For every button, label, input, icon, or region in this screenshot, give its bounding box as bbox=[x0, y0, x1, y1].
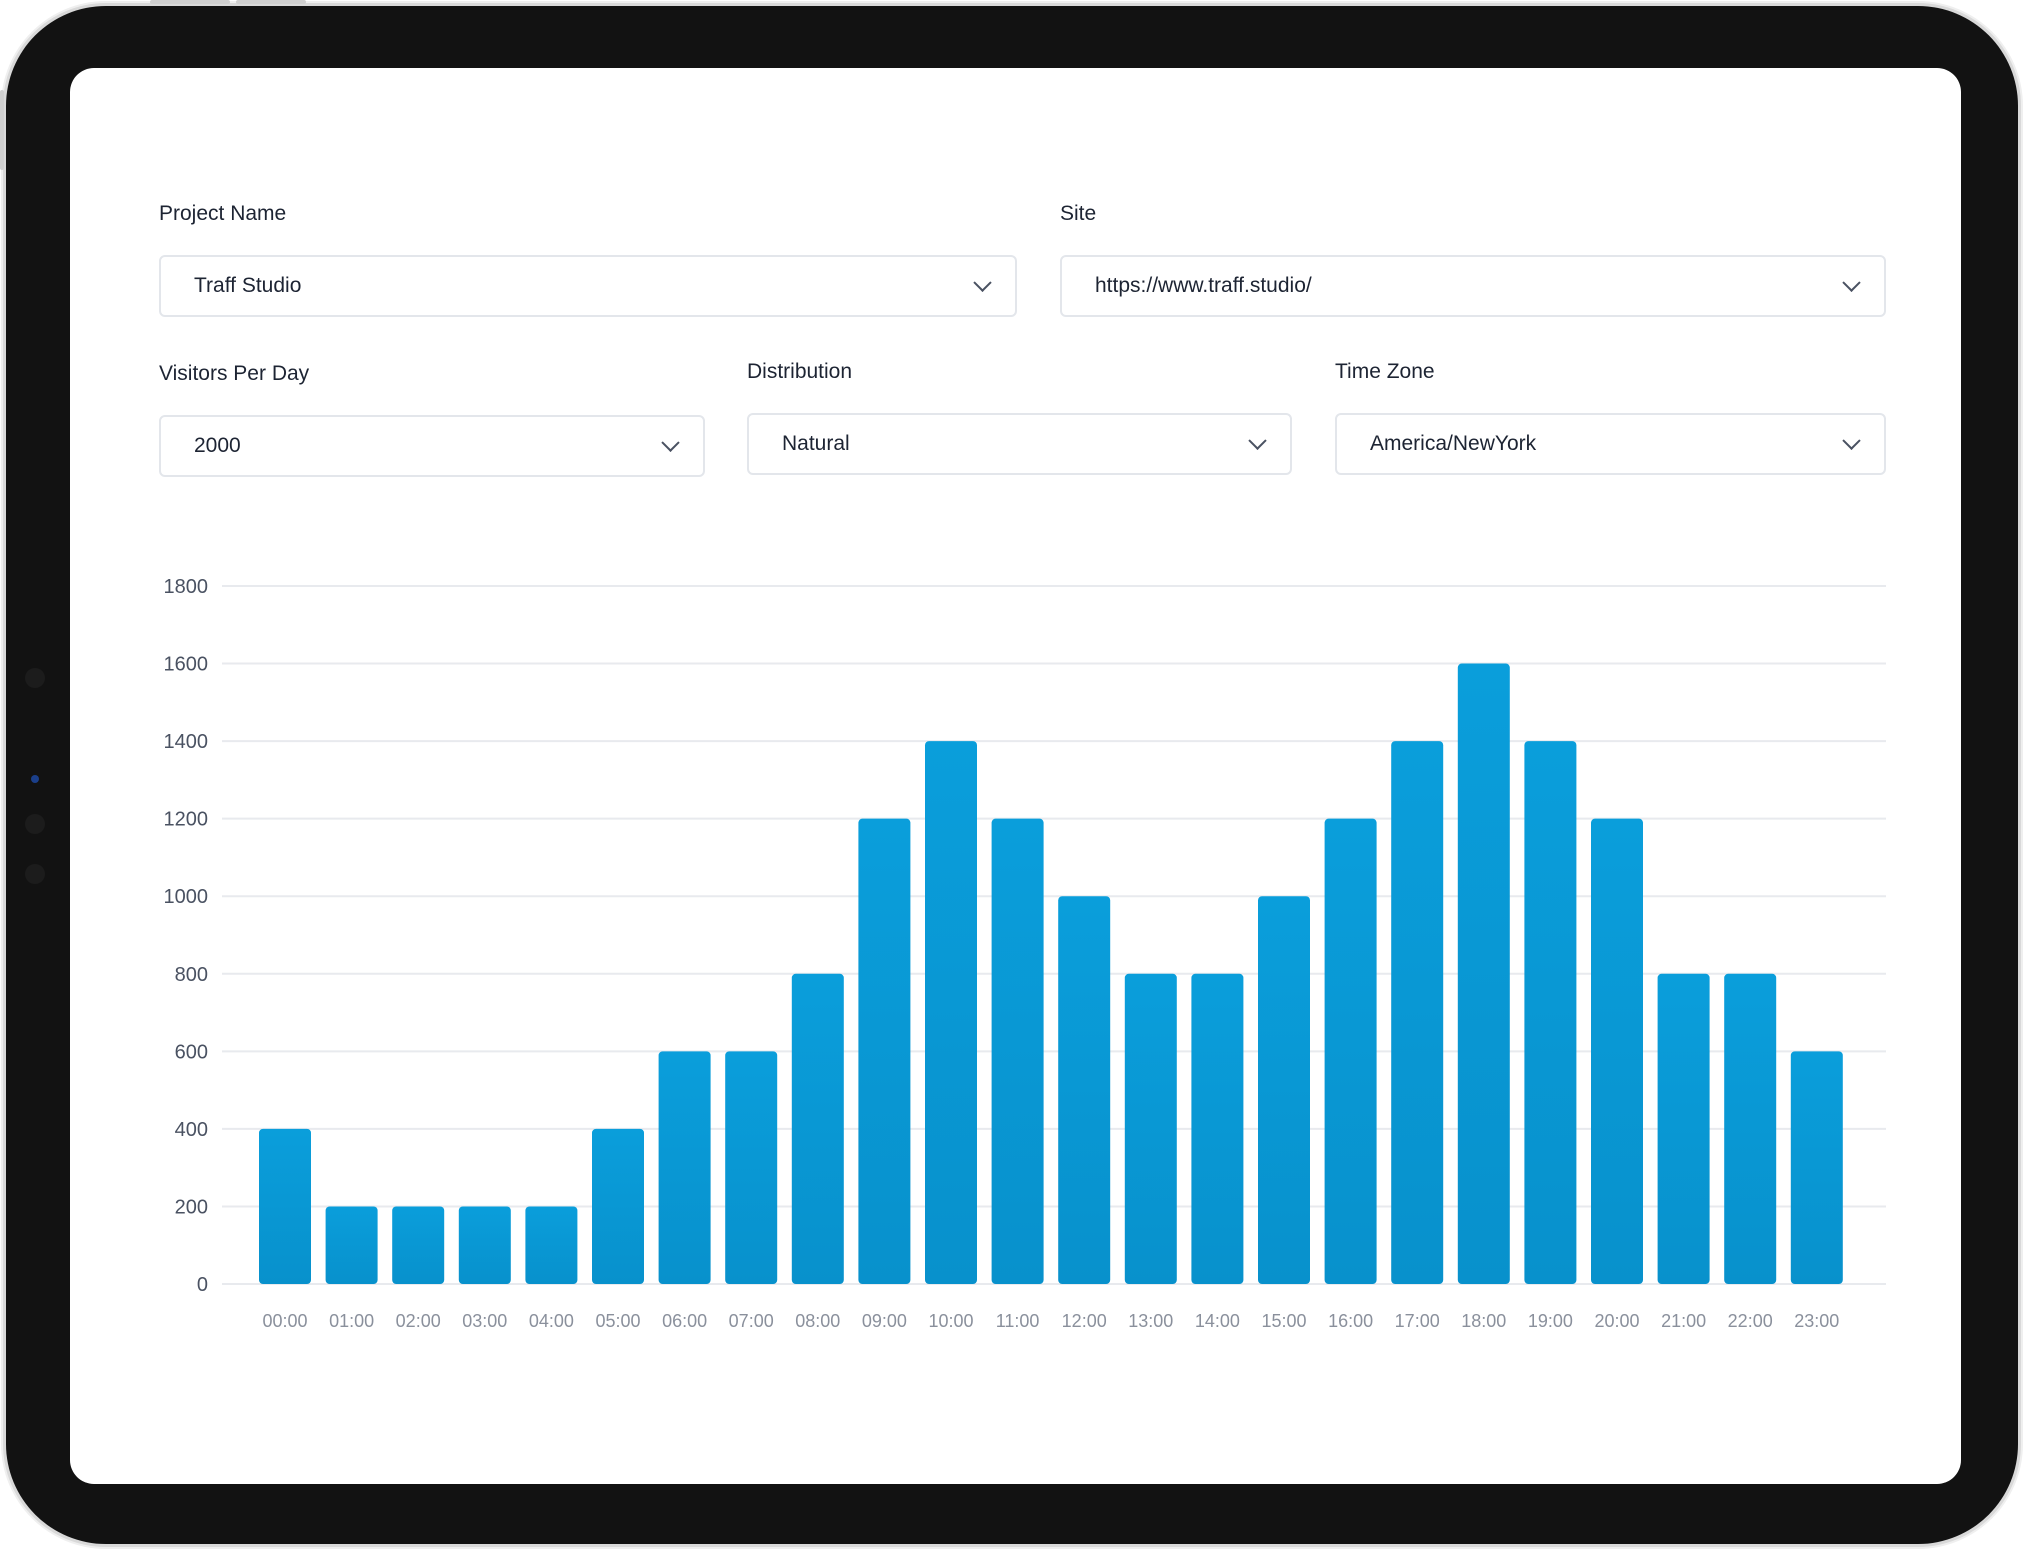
bar-1700[interactable] bbox=[1391, 741, 1444, 1284]
x-tick-label: 18:00 bbox=[1461, 1311, 1506, 1331]
project-name-label: Project Name bbox=[159, 202, 287, 225]
bar-2100[interactable] bbox=[1657, 973, 1710, 1284]
bar-0100[interactable] bbox=[325, 1206, 378, 1284]
site-label: Site bbox=[1060, 202, 1097, 225]
x-tick-label: 09:00 bbox=[862, 1311, 907, 1331]
project-name-value: Traff Studio bbox=[194, 274, 302, 297]
app-screen: Project Name Traff Studio Site https://w… bbox=[70, 68, 1961, 1484]
x-tick-label: 02:00 bbox=[396, 1311, 441, 1331]
bar-1800[interactable] bbox=[1457, 663, 1510, 1284]
x-tick-label: 20:00 bbox=[1594, 1311, 1639, 1331]
bar-0600[interactable] bbox=[658, 1051, 711, 1284]
y-tick-label: 200 bbox=[175, 1196, 208, 1218]
visitors-per-day-select[interactable]: 2000 bbox=[159, 415, 705, 477]
x-tick-label: 03:00 bbox=[462, 1311, 507, 1331]
project-name-select[interactable]: Traff Studio bbox=[159, 255, 1017, 317]
site-field: Site https://www.traff.studio/ bbox=[1060, 202, 1886, 318]
y-tick-label: 1000 bbox=[164, 886, 209, 908]
bar-1400[interactable] bbox=[1191, 973, 1244, 1284]
bar-0700[interactable] bbox=[725, 1051, 778, 1284]
top-button-right bbox=[236, 0, 306, 4]
y-tick-label: 0 bbox=[197, 1274, 208, 1296]
x-tick-label: 23:00 bbox=[1794, 1311, 1839, 1331]
bar-1000[interactable] bbox=[925, 741, 977, 1284]
bar-1200[interactable] bbox=[1058, 896, 1111, 1284]
camera-icon bbox=[31, 775, 39, 783]
y-tick-label: 1400 bbox=[164, 731, 209, 753]
y-tick-label: 1200 bbox=[164, 809, 209, 831]
bar-2300[interactable] bbox=[1790, 1051, 1843, 1284]
distribution-value: Natural bbox=[782, 432, 850, 455]
bar-0500[interactable] bbox=[592, 1128, 644, 1284]
time-zone-label: Time Zone bbox=[1335, 360, 1435, 383]
sensor-dot bbox=[25, 814, 45, 834]
y-tick-label: 1800 bbox=[164, 576, 209, 598]
visitors-per-day-value: 2000 bbox=[194, 434, 241, 457]
bar-1100[interactable] bbox=[991, 818, 1044, 1284]
distribution-field: Distribution Natural bbox=[747, 360, 1292, 476]
bar-1600[interactable] bbox=[1324, 818, 1377, 1284]
x-tick-label: 07:00 bbox=[729, 1311, 774, 1331]
top-button-left bbox=[150, 0, 230, 4]
visitors-per-day-label: Visitors Per Day bbox=[159, 362, 310, 385]
visitors-per-day-field: Visitors Per Day 2000 bbox=[159, 362, 705, 478]
x-tick-label: 01:00 bbox=[329, 1311, 374, 1331]
bar-0200[interactable] bbox=[392, 1206, 445, 1284]
x-tick-label: 06:00 bbox=[662, 1311, 707, 1331]
time-zone-value: America/NewYork bbox=[1370, 432, 1537, 455]
bar-0300[interactable] bbox=[458, 1206, 511, 1284]
visitors-bar-chart: 0 200 400 600 800 1000 1200 1400 1600 1800 00:00 01… bbox=[164, 576, 1886, 1331]
time-zone-select[interactable]: America/NewYork bbox=[1335, 413, 1886, 475]
x-tick-label: 13:00 bbox=[1128, 1311, 1173, 1331]
y-tick-label: 600 bbox=[175, 1041, 208, 1063]
x-tick-label: 14:00 bbox=[1195, 1311, 1240, 1331]
side-button bbox=[0, 90, 4, 170]
distribution-select[interactable]: Natural bbox=[747, 413, 1292, 475]
x-tick-label: 11:00 bbox=[996, 1311, 1040, 1331]
bar-1500[interactable] bbox=[1258, 896, 1310, 1284]
bar-2000[interactable] bbox=[1591, 818, 1643, 1284]
y-tick-label: 1600 bbox=[164, 654, 209, 676]
x-tick-label: 05:00 bbox=[595, 1311, 640, 1331]
x-tick-label: 21:00 bbox=[1661, 1311, 1706, 1331]
sensor-dot bbox=[25, 668, 45, 688]
x-tick-label: 12:00 bbox=[1062, 1311, 1107, 1331]
site-select[interactable]: https://www.traff.studio/ bbox=[1060, 255, 1886, 317]
x-tick-label: 19:00 bbox=[1528, 1311, 1573, 1331]
y-tick-label: 400 bbox=[175, 1119, 208, 1141]
distribution-label: Distribution bbox=[747, 360, 853, 383]
x-tick-label: 15:00 bbox=[1261, 1311, 1306, 1331]
x-tick-label: 04:00 bbox=[529, 1311, 574, 1331]
x-tick-label: 17:00 bbox=[1395, 1311, 1440, 1331]
bar-0900[interactable] bbox=[858, 818, 911, 1284]
bar-0400[interactable] bbox=[525, 1206, 578, 1284]
x-tick-label: 16:00 bbox=[1328, 1311, 1373, 1331]
sensor-dot bbox=[25, 864, 45, 884]
x-tick-label: 08:00 bbox=[795, 1311, 840, 1331]
y-tick-label: 800 bbox=[175, 964, 208, 986]
bar-0800[interactable] bbox=[791, 973, 844, 1284]
site-value: https://www.traff.studio/ bbox=[1095, 274, 1312, 297]
bar-1300[interactable] bbox=[1124, 973, 1177, 1284]
bar-0000[interactable] bbox=[259, 1128, 311, 1284]
time-zone-field: Time Zone America/NewYork bbox=[1335, 360, 1886, 476]
bar-2200[interactable] bbox=[1724, 973, 1777, 1284]
project-name-field: Project Name Traff Studio bbox=[159, 202, 1017, 318]
bar-1900[interactable] bbox=[1524, 741, 1577, 1284]
x-tick-label: 22:00 bbox=[1728, 1311, 1773, 1331]
x-tick-label: 00:00 bbox=[262, 1311, 307, 1331]
x-tick-label: 10:00 bbox=[928, 1311, 973, 1331]
